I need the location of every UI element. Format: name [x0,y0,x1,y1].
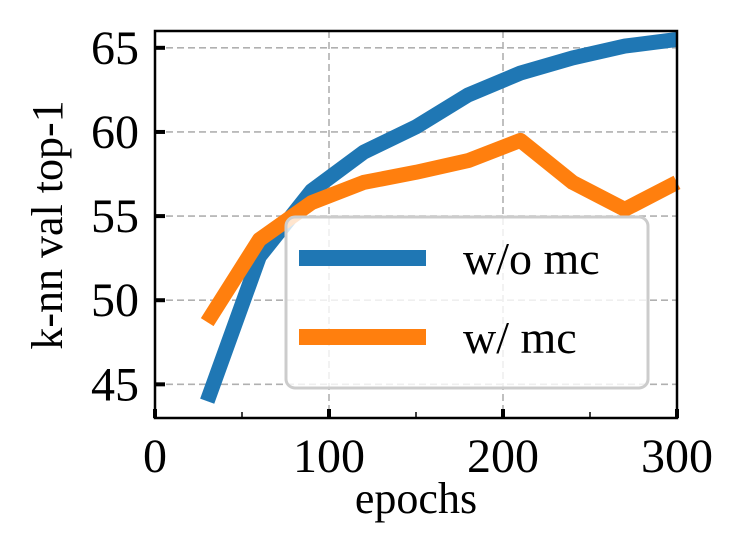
y-tick-label-65: 65 [91,22,139,75]
x-axis-label: epochs [355,474,477,523]
y-tick-label-55: 55 [91,190,139,243]
y-tick-label-60: 60 [91,106,139,159]
axis-ticks [153,45,679,418]
y-tick-label-50: 50 [91,274,139,327]
legend-label-w-o-mc: w/o mc [463,233,600,284]
x-tick-label-100: 100 [293,430,365,483]
x-tick-label-0: 0 [143,430,167,483]
legend-label-w-mc: w/ mc [463,312,577,363]
x-tick-label-300: 300 [641,430,713,483]
legend: w/o mc w/ mc [284,215,650,390]
y-axis-label: k-nn val top-1 [23,100,72,349]
series-line-w-mc [200,132,681,327]
x-tick-label-200: 200 [467,430,539,483]
y-tick-label-45: 45 [91,358,139,411]
axis-tick-labels: 0 100 200 300 45 50 55 60 65 [91,22,713,483]
